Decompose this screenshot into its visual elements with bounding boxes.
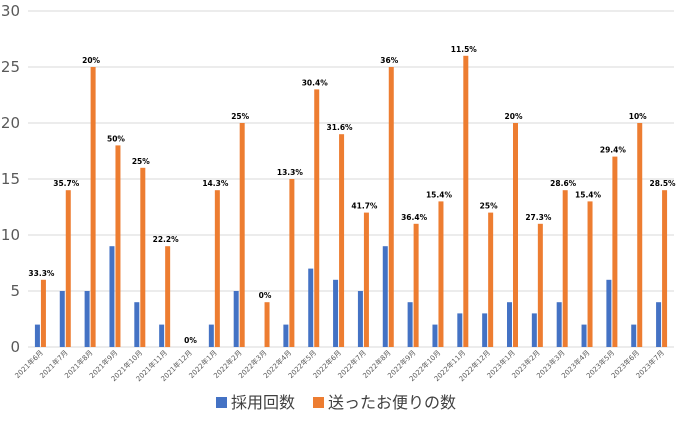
y-tick-label: 30 (1, 2, 20, 20)
legend-swatch (216, 397, 227, 408)
rate-label: 20% (505, 112, 523, 121)
bar-adoption (631, 324, 637, 347)
bar-adoption (556, 302, 562, 347)
rate-label: 20% (82, 56, 100, 65)
bar-letters (363, 212, 369, 347)
y-tick-label: 5 (10, 282, 20, 300)
bar-adoption (308, 268, 314, 347)
bars (34, 55, 668, 348)
bar-letters (388, 67, 394, 347)
bar-letters (612, 156, 618, 347)
y-tick-label: 20 (1, 114, 20, 132)
bar-letters (65, 190, 71, 347)
bar-adoption (84, 291, 90, 347)
rate-label: 22.2% (153, 235, 180, 244)
rate-label: 33.3% (28, 269, 55, 278)
bar-letters (115, 145, 121, 347)
rate-label: 14.3% (202, 179, 229, 188)
bar-letters (463, 55, 469, 348)
bar-adoption (333, 279, 339, 347)
bar-adoption (432, 324, 438, 347)
rate-label: 15.4% (575, 190, 602, 199)
rate-label: 41.7% (351, 202, 378, 211)
bar-adoption (531, 313, 537, 347)
rate-label: 29.4% (600, 146, 627, 155)
y-axis-ticks: 0 5 10 15 20 25 30 (1, 2, 20, 356)
bar-adoption (159, 324, 165, 347)
bar-letters (289, 179, 295, 347)
bar-adoption (109, 246, 115, 347)
bar-adoption (357, 291, 363, 347)
rate-label: 35.7% (53, 179, 80, 188)
bar-letters (637, 123, 643, 347)
rate-label: 25% (231, 112, 249, 121)
rate-label: 25% (132, 157, 150, 166)
bar-adoption (407, 302, 413, 347)
bar-letters (537, 223, 543, 347)
bar-letters (339, 134, 345, 347)
y-tick-label: 25 (1, 58, 20, 76)
bar-adoption (134, 302, 140, 347)
bar-letters (214, 190, 220, 347)
rate-label: 15.4% (426, 190, 453, 199)
bar-adoption (59, 291, 65, 347)
bar-letters (587, 201, 593, 347)
bar-adoption (233, 291, 239, 347)
bar-letters (239, 123, 245, 347)
rate-label: 31.6% (327, 123, 354, 132)
x-axis-ticks: 2021年6月2021年7月2021年8月2021年9月2021年10月2021… (13, 348, 666, 383)
bar-adoption (208, 324, 214, 347)
legend: 採用回数 送ったお便りの数 (216, 393, 456, 412)
bar-adoption (457, 313, 463, 347)
legend-label: 採用回数 (231, 393, 295, 412)
bar-adoption (656, 302, 662, 347)
bar-adoption (283, 324, 289, 347)
bar-letters (140, 167, 146, 347)
bar-letters (488, 212, 494, 347)
bar-letters (40, 279, 46, 347)
rate-label: 27.3% (525, 213, 552, 222)
bar-adoption (606, 279, 612, 347)
rate-label: 25% (480, 202, 498, 211)
rate-label: 11.5% (451, 45, 478, 54)
rate-label: 13.3% (277, 168, 304, 177)
rate-label: 36.4% (401, 213, 428, 222)
rate-label: 36% (380, 56, 398, 65)
bar-letters (413, 223, 419, 347)
bar-letters (90, 67, 96, 347)
bar-letters (165, 246, 171, 347)
y-tick-label: 0 (10, 338, 20, 356)
rate-label: 10% (629, 112, 647, 121)
rate-label: 0% (259, 291, 272, 300)
bar-adoption (34, 324, 40, 347)
legend-swatch (313, 397, 324, 408)
rate-labels: 33.3% 35.7% 20% 50% 25% 22.2% 0% 14.3% 25% 0% 13.3… (28, 45, 676, 345)
rate-label: 50% (107, 134, 125, 143)
rate-label: 0% (184, 336, 197, 345)
bar-adoption (382, 246, 388, 347)
bar-adoption (581, 324, 587, 347)
bar-adoption (482, 313, 488, 347)
y-tick-label: 15 (1, 170, 20, 188)
rate-label: 30.4% (302, 78, 329, 87)
bar-letters (264, 302, 270, 347)
bar-letters (314, 89, 320, 348)
bar-letters (562, 190, 568, 347)
bar-letters (438, 201, 444, 347)
y-tick-label: 10 (1, 226, 20, 244)
bar-adoption (507, 302, 512, 347)
legend-label: 送ったお便りの数 (328, 393, 456, 412)
gridlines (28, 10, 674, 348)
rate-label: 28.5% (650, 179, 677, 188)
bar-letters (513, 123, 518, 347)
bar-letters (662, 190, 668, 347)
rate-label: 28.6% (550, 179, 577, 188)
